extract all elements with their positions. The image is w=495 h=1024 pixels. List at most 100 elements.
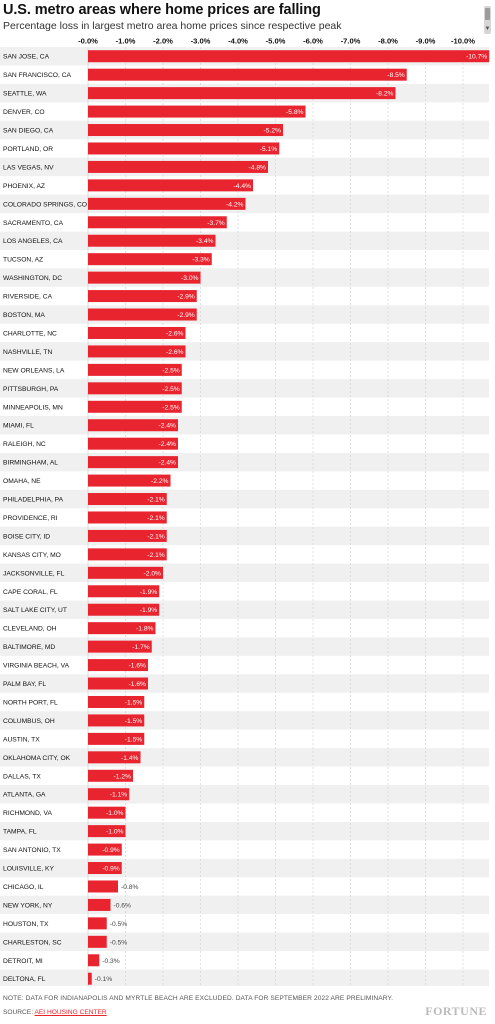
bar [88,622,156,635]
category-label: RIVERSIDE, CA [3,294,53,301]
category-label: TAMPA, FL [3,829,37,836]
category-label: COLORADO SPRINGS, CO [3,201,87,208]
bar [88,363,182,376]
bar [88,954,100,967]
value-label: -2.1% [147,515,165,522]
value-label: -2.1% [147,552,165,559]
x-tick-label: -7.0% [341,37,361,46]
x-tick-label: -0.0% [78,37,98,46]
row-stripe [0,563,489,583]
bar [88,714,145,727]
scroll-down-arrow-icon[interactable]: ▼ [484,26,491,32]
bar [88,50,490,63]
value-label: -5.2% [264,128,282,135]
value-label: -5.1% [260,146,278,153]
fortune-logo: FORTUNE [425,1004,487,1018]
bar [88,862,122,875]
bar [88,751,141,764]
value-label: -1.4% [121,755,139,762]
value-label: -1.9% [140,589,158,596]
value-label: -2.1% [147,497,165,504]
value-label: -0.9% [102,847,120,854]
row-stripe [0,452,489,472]
row-stripe [0,526,489,546]
bar [88,290,197,303]
bar [88,437,178,450]
category-label: MIAMI, FL [3,423,34,430]
category-label: DELTONA, FL [3,976,46,983]
bar [88,326,186,339]
row-stripe [0,821,489,841]
x-tick-label: -1.0% [116,37,136,46]
row-stripe [0,379,489,398]
value-label: -0.9% [102,866,120,873]
source-prefix: SOURCE: [3,1009,35,1016]
value-label: -0.3% [102,958,120,965]
category-label: PALM BAY, FL [3,681,46,688]
value-label: -2.0% [144,570,162,577]
bar [88,124,283,137]
value-label: -2.4% [159,423,177,430]
category-label: TUCSON, AZ [3,257,43,264]
row-stripe [0,748,489,767]
category-label: DENVER, CO [3,109,45,116]
bar [88,548,167,561]
bar [88,898,111,911]
category-label: SACRAMENTO, CA [3,220,64,227]
x-tick-label: -3.0% [191,37,211,46]
value-label: -2.9% [177,312,195,319]
bar-chart: -0.0% -1.0% -2.0% -3.0% -4.0% -5.0% -6.0% -7.0%… [0,37,490,986]
x-tick-label: -9.0% [416,37,436,46]
category-label: CHICAGO, IL [3,884,44,891]
value-label: -1.6% [129,663,147,670]
bar [88,788,130,801]
scrollbar[interactable]: ▼ [484,6,491,34]
bar [88,197,246,210]
category-label: LOS ANGELES, CA [3,238,63,245]
category-label: SAN ANTONIO, TX [3,847,61,854]
row-stripe [0,858,489,878]
category-label: NEW ORLEANS, LA [3,367,65,374]
value-label: -4.8% [249,164,267,171]
value-label: -0.1% [95,976,113,983]
value-label: -2.5% [162,404,180,411]
bars [88,50,490,985]
bar [88,769,133,782]
bar [88,732,145,745]
value-label: -2.9% [177,294,195,301]
bar [88,511,167,524]
value-label: -4.4% [234,183,252,190]
bar [88,843,122,856]
value-label: -10.7% [466,54,487,61]
category-label: LAS VEGAS, NV [3,164,54,171]
scroll-thumb[interactable] [485,8,490,20]
bar [88,585,160,598]
bar [88,806,126,819]
category-label: CHARLESTON, SC [3,939,62,946]
bar [88,566,163,579]
value-label: -4.2% [226,201,244,208]
value-label: -2.4% [159,460,177,467]
chart-subtitle: Percentage loss in largest metro area ho… [3,20,342,32]
value-label: -5.8% [286,109,304,116]
bar [88,677,148,690]
source-link[interactable]: AEI HOUSING CENTER [34,1009,107,1016]
chart-title: U.S. metro areas where home prices are f… [3,2,321,18]
bar [88,345,186,358]
category-label: MINNEAPOLIS, MN [3,404,63,411]
bar [88,695,145,708]
row-stripe [0,969,489,986]
source-line: SOURCE: AEI HOUSING CENTER [3,1009,107,1016]
category-label: PITTSBURGH, PA [3,386,59,393]
bar [88,160,268,173]
category-label: COLUMBUS, OH [3,718,55,725]
category-label: BOSTON, MA [3,312,45,319]
bar [88,234,216,247]
category-label: SAN FRANCISCO, CA [3,72,72,79]
row-stripe [0,416,489,435]
value-label: -1.5% [125,699,143,706]
category-label: AUSTIN, TX [3,736,40,743]
category-label: OMAHA, NE [3,478,41,485]
category-label: CHARLOTTE, NC [3,330,57,337]
value-label: -1.5% [125,718,143,725]
